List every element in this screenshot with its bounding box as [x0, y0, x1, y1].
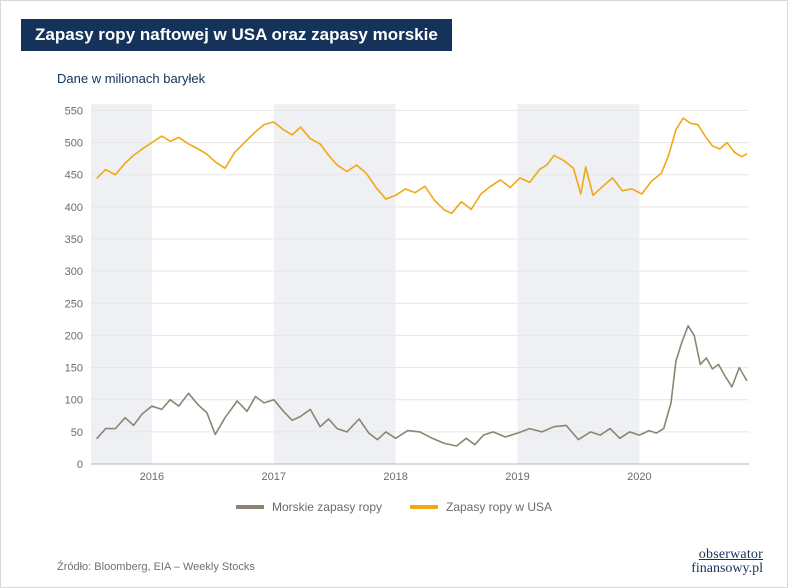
chart-container: Zapasy ropy naftowej w USA oraz zapasy m…	[0, 0, 788, 588]
svg-text:550: 550	[65, 105, 83, 117]
legend-item: Morskie zapasy ropy	[236, 500, 382, 514]
svg-text:250: 250	[65, 298, 83, 310]
chart-source: Źródło: Bloomberg, EIA – Weekly Stocks	[57, 561, 255, 573]
publisher-logo-line2: finansowy.pl	[691, 562, 763, 577]
legend-swatch	[410, 505, 438, 509]
svg-text:350: 350	[65, 234, 83, 246]
svg-text:2018: 2018	[383, 471, 407, 483]
legend-label: Zapasy ropy w USA	[446, 500, 552, 514]
legend-label: Morskie zapasy ropy	[272, 500, 382, 514]
svg-text:50: 50	[71, 427, 83, 439]
publisher-logo: obserwator finansowy.pl	[691, 548, 763, 577]
svg-text:150: 150	[65, 363, 83, 375]
svg-text:2020: 2020	[627, 471, 651, 483]
svg-text:450: 450	[65, 170, 83, 182]
chart-plot-wrap: 0 50 100 150 200 250 300 350 400 450 500 550 2016 201…	[55, 94, 757, 494]
chart-legend: Morskie zapasy ropy Zapasy ropy w USA	[21, 498, 767, 514]
svg-text:200: 200	[65, 330, 83, 342]
legend-swatch	[236, 505, 264, 509]
svg-text:500: 500	[65, 138, 83, 150]
line-chart: 0 50 100 150 200 250 300 350 400 450 500 550 2016 201…	[55, 94, 755, 494]
svg-text:100: 100	[65, 395, 83, 407]
legend-item: Zapasy ropy w USA	[410, 500, 552, 514]
chart-title: Zapasy ropy naftowej w USA oraz zapasy m…	[21, 19, 452, 51]
svg-text:2017: 2017	[262, 471, 286, 483]
svg-text:2019: 2019	[505, 471, 529, 483]
chart-subtitle: Dane w milionach baryłek	[57, 71, 767, 86]
svg-text:2016: 2016	[140, 471, 164, 483]
svg-text:0: 0	[77, 459, 83, 471]
svg-text:400: 400	[65, 202, 83, 214]
svg-text:300: 300	[65, 266, 83, 278]
publisher-logo-line1: obserwator	[691, 548, 763, 563]
